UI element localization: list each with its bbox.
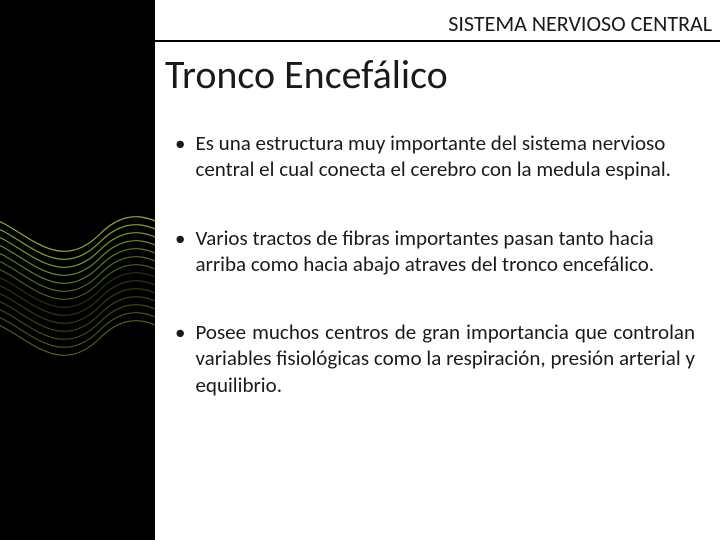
- bullet-item: • Posee muchos centros de gran importanc…: [175, 319, 695, 398]
- bullet-marker: •: [175, 130, 185, 156]
- bullet-marker: •: [175, 319, 185, 345]
- bullet-text: Es una estructura muy importante del sis…: [195, 130, 695, 183]
- bullet-item: • Es una estructura muy importante del s…: [175, 130, 695, 183]
- bullet-text: Varios tractos de fibras importantes pas…: [195, 225, 695, 278]
- sidebar: [0, 0, 155, 540]
- tilde-decoration: [0, 140, 155, 440]
- header-label: SISTEMA NERVIOSO CENTRAL: [448, 10, 712, 37]
- bullet-text: Posee muchos centros de gran importancia…: [195, 319, 695, 398]
- slide-title: Tronco Encefálico: [165, 50, 448, 99]
- bullet-item: • Varios tractos de fibras importantes p…: [175, 225, 695, 278]
- header-underline: [0, 40, 720, 42]
- bullet-marker: •: [175, 225, 185, 251]
- slide: SISTEMA NERVIOSO CENTRAL Tronco Encefáli…: [0, 0, 720, 540]
- bullet-list: • Es una estructura muy importante del s…: [175, 130, 695, 440]
